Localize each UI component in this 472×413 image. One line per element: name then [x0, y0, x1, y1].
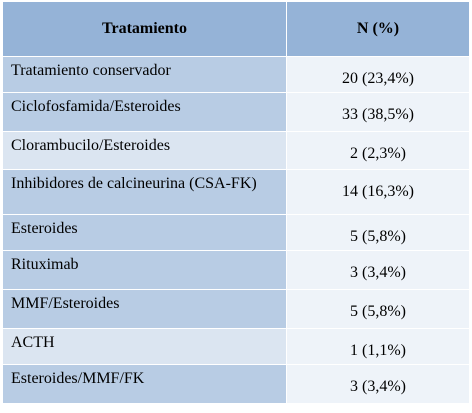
table-row: Tratamiento conservador 20 (23,4%): [2, 56, 470, 93]
table-row: Clorambucilo/Esteroides 2 (2,3%): [2, 131, 470, 170]
treatment-cell: Ciclofosfamida/Esteroides: [2, 92, 287, 132]
treatment-label: MMF/Esteroides: [11, 295, 120, 312]
treatment-cell: Clorambucilo/Esteroides: [2, 131, 287, 170]
header-n-percent: N (%): [286, 1, 470, 57]
header-treatment: Tratamiento: [2, 1, 287, 57]
value-label: 20 (23,4%): [342, 70, 414, 87]
value-label: 3 (3,4%): [350, 264, 406, 281]
value-cell: 2 (2,3%): [286, 131, 470, 170]
table-row: Ciclofosfamida/Esteroides 33 (38,5%): [2, 92, 470, 132]
treatment-label: Ciclofosfamida/Esteroides: [11, 98, 181, 115]
treatment-cell: Inhibidores de calcineurina (CSA-FK): [2, 169, 287, 215]
value-label: 5 (5,8%): [350, 303, 406, 320]
treatment-cell: Rituximab: [2, 250, 287, 290]
table-row: MMF/Esteroides 5 (5,8%): [2, 289, 470, 329]
value-cell: 5 (5,8%): [286, 289, 470, 329]
value-label: 5 (5,8%): [350, 228, 406, 245]
treatment-cell: MMF/Esteroides: [2, 289, 287, 329]
value-label: 3 (3,4%): [350, 378, 406, 395]
treatment-label: Inhibidores de calcineurina (CSA-FK): [11, 175, 257, 192]
treatment-table: Tratamiento N (%) Tratamiento conservado…: [2, 1, 470, 404]
treatment-cell: Esteroides: [2, 214, 287, 251]
value-label: 33 (38,5%): [342, 106, 414, 123]
treatment-label: Esteroides/MMF/FK: [11, 370, 145, 387]
treatment-label: Tratamiento conservador: [11, 62, 171, 79]
treatment-cell: Tratamiento conservador: [2, 56, 287, 93]
table-row: Esteroides 5 (5,8%): [2, 214, 470, 251]
value-cell: 20 (23,4%): [286, 56, 470, 93]
value-label: 1 (1,1%): [350, 342, 406, 359]
value-cell: 3 (3,4%): [286, 364, 470, 404]
value-cell: 14 (16,3%): [286, 169, 470, 215]
table-row: Esteroides/MMF/FK 3 (3,4%): [2, 364, 470, 404]
table-row: Inhibidores de calcineurina (CSA-FK) 14 …: [2, 169, 470, 215]
treatment-label: ACTH: [11, 334, 55, 351]
treatment-label: Rituximab: [11, 256, 79, 273]
value-label: 2 (2,3%): [350, 145, 406, 162]
treatment-cell: ACTH: [2, 328, 287, 365]
treatment-label: Esteroides: [11, 220, 78, 237]
treatment-cell: Esteroides/MMF/FK: [2, 364, 287, 404]
table-row: ACTH 1 (1,1%): [2, 328, 470, 365]
value-label: 14 (16,3%): [342, 183, 414, 200]
value-cell: 1 (1,1%): [286, 328, 470, 365]
value-cell: 3 (3,4%): [286, 250, 470, 290]
treatment-label: Clorambucilo/Esteroides: [11, 137, 171, 154]
table-header-row: Tratamiento N (%): [2, 1, 470, 57]
value-cell: 33 (38,5%): [286, 92, 470, 132]
table-row: Rituximab 3 (3,4%): [2, 250, 470, 290]
value-cell: 5 (5,8%): [286, 214, 470, 251]
